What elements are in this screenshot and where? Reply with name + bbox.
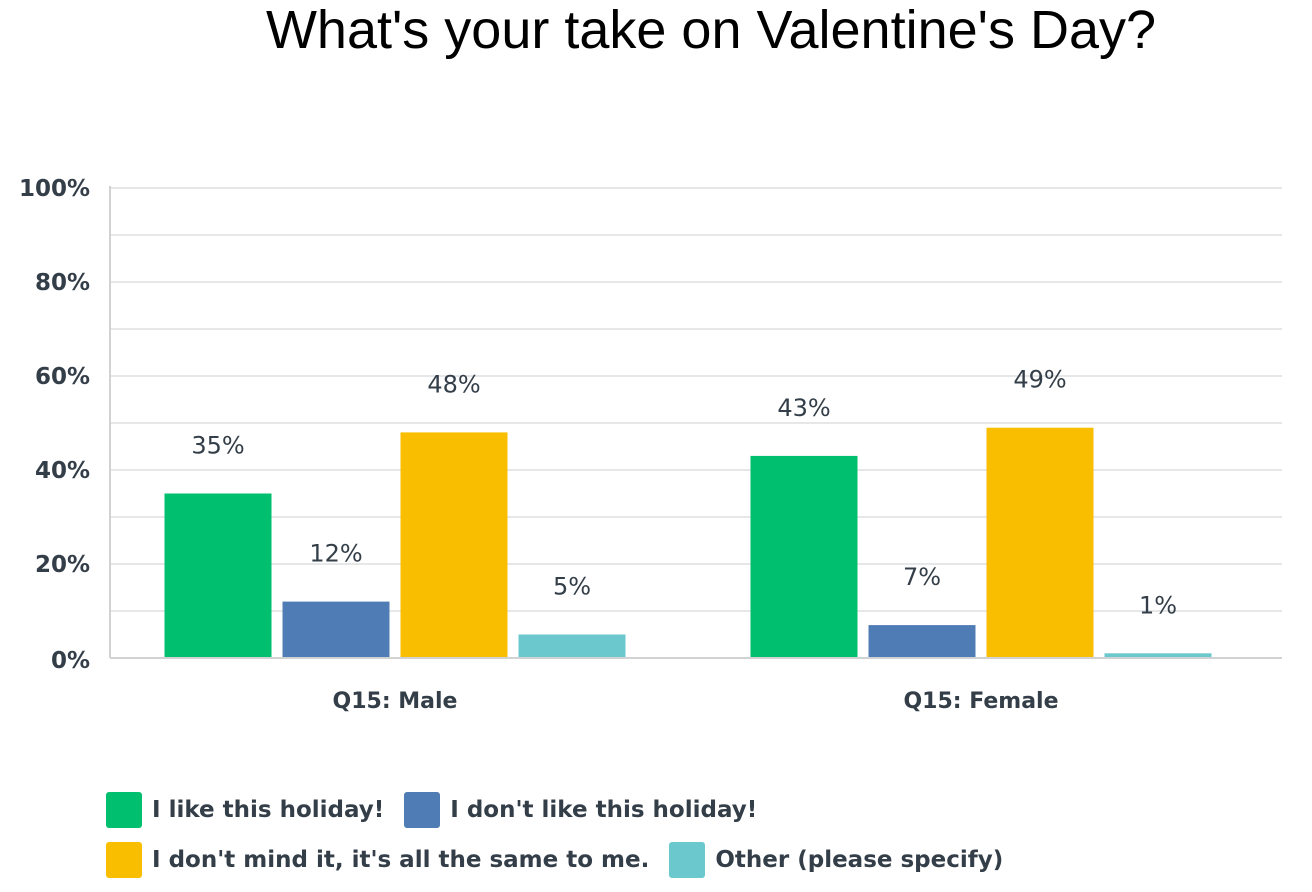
data-label: 48% [427,370,480,398]
bar[interactable] [164,493,272,659]
legend-item-like[interactable]: I like this holiday! [106,792,384,828]
bar[interactable] [400,432,508,658]
y-tick-label: 40% [35,458,90,484]
data-label: 12% [309,540,362,568]
bar[interactable] [518,634,626,659]
gridlines [110,187,1282,612]
legend-swatch-other [669,842,706,878]
bar[interactable] [750,455,858,658]
y-tick-label: 100% [19,176,90,202]
data-label: 35% [191,432,244,460]
category-label: Q15: Female [903,689,1058,714]
y-axis-ticks: 0% 20% 40% 60% 80% 100% [19,176,90,674]
legend-swatch-dont-mind [106,842,142,878]
legend-item-other[interactable]: Other (please specify) [669,842,1003,878]
data-label: 7% [903,563,941,591]
category-label: Q15: Male [333,689,458,714]
y-tick-label: 0% [51,648,90,674]
legend-row: I like this holiday! I don't like this h… [106,790,1106,830]
legend-label-like: I like this holiday! [152,797,385,823]
y-tick-label: 20% [35,552,90,578]
bar[interactable] [282,601,390,658]
bar[interactable] [986,427,1094,658]
bar-chart: 0% 20% 40% 60% 80% 100% 35% 12% 48% 5% 43% 7% 49% 1%… [19,176,1282,714]
bars [164,427,1212,659]
data-labels: 35% 12% 48% 5% 43% 7% 49% 1% [191,366,1177,620]
chart-title: What's your take on Valentine's Day? [265,0,1157,60]
legend-row: I don't mind it, it's all the same to me… [106,840,1106,880]
data-label: 43% [777,394,830,422]
legend-label-other: Other (please specify) [715,847,1004,873]
bar[interactable] [1104,653,1212,658]
legend-label-dont-mind: I don't mind it, it's all the same to me… [152,847,650,873]
data-label: 5% [553,573,591,601]
legend-label-dislike: I don't like this holiday! [450,797,758,823]
legend-item-dont-mind[interactable]: I don't mind it, it's all the same to me… [106,842,649,878]
legend: I like this holiday! I don't like this h… [106,790,1106,890]
legend-swatch-dislike [404,792,441,828]
data-label: 1% [1139,591,1177,619]
y-tick-label: 60% [35,364,90,390]
y-tick-label: 80% [35,270,90,296]
bar[interactable] [868,625,976,658]
data-label: 49% [1013,366,1066,394]
x-axis-categories: Q15: Male Q15: Female [333,689,1059,714]
legend-swatch-like [106,792,142,828]
legend-item-dislike[interactable]: I don't like this holiday! [404,792,757,828]
